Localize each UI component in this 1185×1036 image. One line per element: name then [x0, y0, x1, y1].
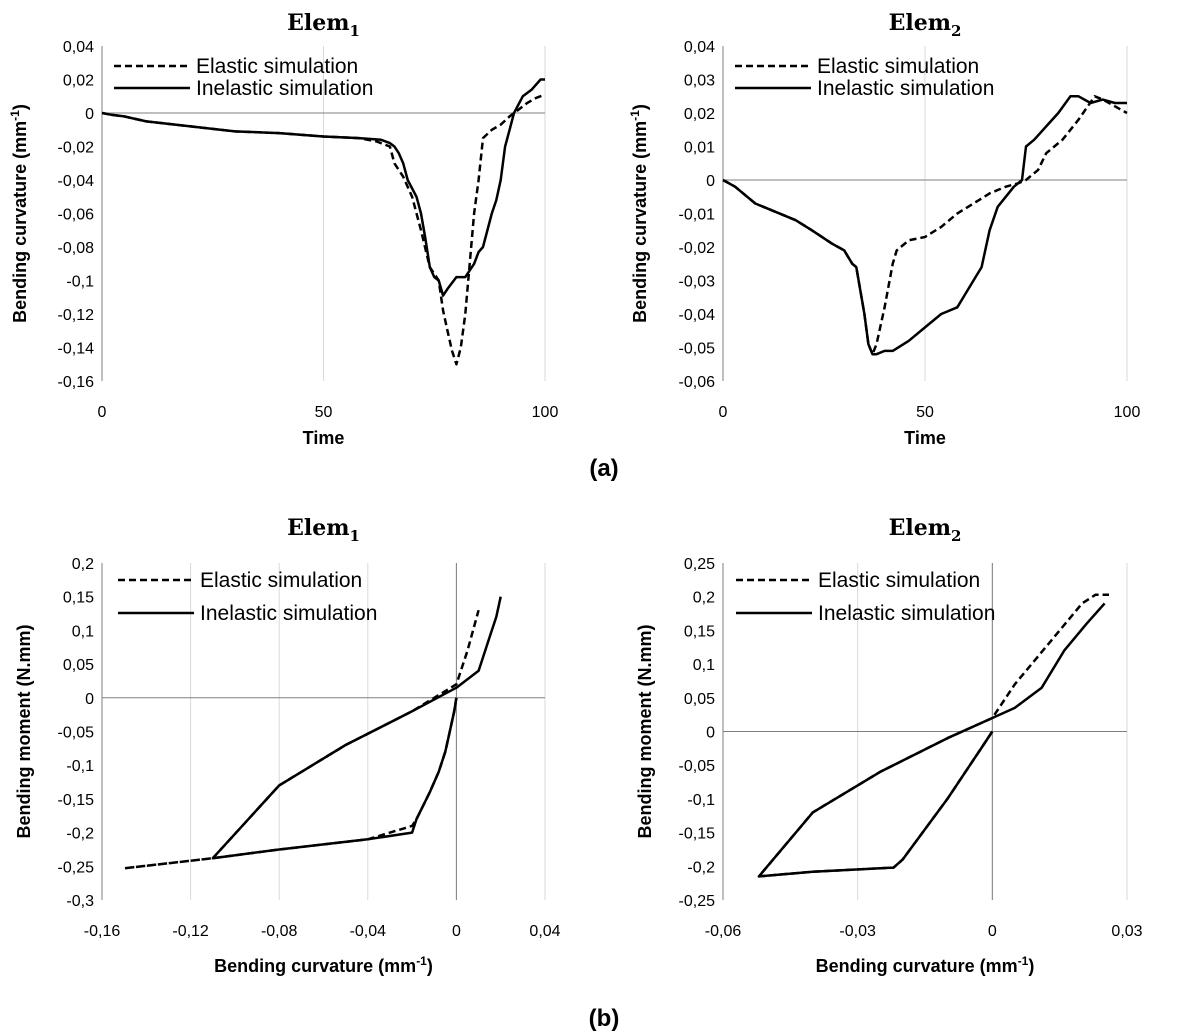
- y-tick-label: 0,01: [684, 140, 715, 157]
- x-tick-label: 0,04: [529, 923, 560, 940]
- chart-elem1-time: 0,04 0,02 0 -0,02 -0,04 -0,06 -0,08 -0,1 -0,12 -0…: [8, 10, 558, 448]
- series-inelastic-line: [757, 602, 1106, 878]
- y-tick-label: 0,15: [63, 590, 94, 607]
- chart-elem2-moment: 0,25 0,2 0,15 0,1 0,05 0 -0,05 -0,1 -0,15 -0,2 -0,…: [635, 515, 1143, 976]
- y-axis-label: Bending curvature (mm-1): [8, 104, 30, 323]
- x-tick-label: 50: [315, 404, 333, 421]
- chart-title: Elem1: [287, 10, 360, 40]
- y-tick-label: 0,15: [684, 623, 715, 640]
- x-tick-label: 100: [532, 404, 559, 421]
- y-tick-label: 0,04: [63, 39, 94, 56]
- x-tick-label: 0: [98, 404, 107, 421]
- y-tick-label: 0,02: [684, 106, 715, 123]
- legend-inelastic-label: Inelastic simulation: [196, 77, 373, 100]
- y-tick-label: 0,2: [72, 556, 94, 573]
- y-tick-label: -0,15: [58, 792, 95, 809]
- legend-elastic-label: Elastic simulation: [817, 55, 979, 78]
- x-tick-label: -0,04: [350, 923, 387, 940]
- y-tick-label: 0,04: [684, 39, 715, 56]
- caption-b: (b): [589, 1005, 620, 1032]
- y-tick-label: -0,05: [679, 341, 716, 358]
- x-tick-label: 100: [1114, 404, 1141, 421]
- y-tick-label: -0,01: [679, 207, 716, 224]
- y-tick-label: -0,3: [66, 893, 94, 910]
- y-tick-label: 0: [706, 725, 715, 742]
- y-tick-label: -0,06: [58, 207, 95, 224]
- x-tick-label: -0,03: [839, 923, 876, 940]
- x-tick-label: -0,08: [261, 923, 298, 940]
- y-tick-label: -0,06: [679, 374, 716, 391]
- series-inelastic-line: [101, 78, 545, 297]
- y-tick-label: -0,2: [687, 859, 715, 876]
- y-tick-label: 0: [706, 173, 715, 190]
- y-tick-label: -0,03: [679, 274, 716, 291]
- y-tick-label: -0,25: [679, 893, 716, 910]
- y-axis-label: Bending moment (N.mm): [635, 624, 655, 838]
- series-elastic-line: [122, 609, 480, 870]
- y-tick-label: -0,08: [58, 240, 95, 257]
- legend-inelastic-label: Inelastic simulation: [817, 77, 994, 100]
- y-tick-label: -0,1: [66, 274, 94, 291]
- legend-inelastic-label: Inelastic simulation: [818, 602, 995, 625]
- x-axis-label: Time: [904, 428, 946, 448]
- y-axis-label: Bending curvature (mm-1): [628, 104, 650, 323]
- y-tick-label: 0,03: [684, 73, 715, 90]
- chart-title: Elem1: [287, 515, 360, 545]
- caption-a: (a): [589, 455, 618, 482]
- y-tick-label: 0,05: [63, 657, 94, 674]
- y-tick-label: -0,15: [679, 826, 716, 843]
- chart-title: Elem2: [889, 10, 962, 40]
- y-tick-label: -0,04: [679, 307, 716, 324]
- y-tick-label: 0: [85, 106, 94, 123]
- y-tick-label: 0,1: [693, 657, 715, 674]
- y-tick-label: -0,02: [679, 240, 716, 257]
- y-tick-label: 0,25: [684, 556, 715, 573]
- y-tick-label: 0,05: [684, 691, 715, 708]
- y-tick-label: 0,02: [63, 73, 94, 90]
- x-tick-label: -0,06: [705, 923, 742, 940]
- y-tick-label: -0,02: [58, 140, 95, 157]
- chart-title: Elem2: [889, 515, 962, 545]
- x-tick-label: 0,03: [1111, 923, 1142, 940]
- y-tick-label: -0,14: [58, 341, 95, 358]
- series-elastic-line: [757, 593, 1109, 878]
- chart-elem1-moment: 0,2 0,15 0,1 0,05 0 -0,05 -0,1 -0,15 -0,2 -0,25 -0…: [14, 515, 561, 976]
- x-tick-label: -0,16: [84, 923, 121, 940]
- x-axis-label: Time: [303, 428, 345, 448]
- x-axis-label: Bending curvature (mm-1): [816, 954, 1035, 976]
- x-tick-label: 50: [916, 404, 934, 421]
- x-tick-label: -0,12: [172, 923, 209, 940]
- y-tick-label: -0,2: [66, 826, 94, 843]
- y-tick-label: -0,1: [66, 758, 94, 775]
- y-tick-label: -0,1: [687, 792, 715, 809]
- y-tick-label: -0,04: [58, 173, 95, 190]
- x-tick-label: 0: [719, 404, 728, 421]
- y-tick-label: 0,2: [693, 590, 715, 607]
- x-tick-label: 0: [452, 923, 461, 940]
- series-inelastic-line: [722, 95, 1127, 356]
- y-tick-label: -0,16: [58, 374, 95, 391]
- y-tick-label: 0,1: [72, 623, 94, 640]
- legend-elastic-label: Elastic simulation: [196, 55, 358, 78]
- chart-elem2-time: 0,04 0,03 0,02 0,01 0 -0,01 -0,02 -0,03 -0,04 -0,…: [628, 10, 1140, 448]
- series-inelastic-line: [211, 596, 502, 860]
- y-tick-label: -0,05: [58, 725, 95, 742]
- x-axis-label: Bending curvature (mm-1): [214, 954, 433, 976]
- y-axis-label: Bending moment (N.mm): [14, 624, 34, 838]
- y-tick-label: -0,05: [679, 758, 716, 775]
- y-tick-label: -0,12: [58, 307, 95, 324]
- y-tick-label: -0,25: [58, 859, 95, 876]
- legend-elastic-label: Elastic simulation: [818, 569, 980, 592]
- legend-elastic-label: Elastic simulation: [200, 569, 362, 592]
- y-tick-label: 0: [85, 691, 94, 708]
- legend-inelastic-label: Inelastic simulation: [200, 602, 377, 625]
- x-tick-label: 0: [988, 923, 997, 940]
